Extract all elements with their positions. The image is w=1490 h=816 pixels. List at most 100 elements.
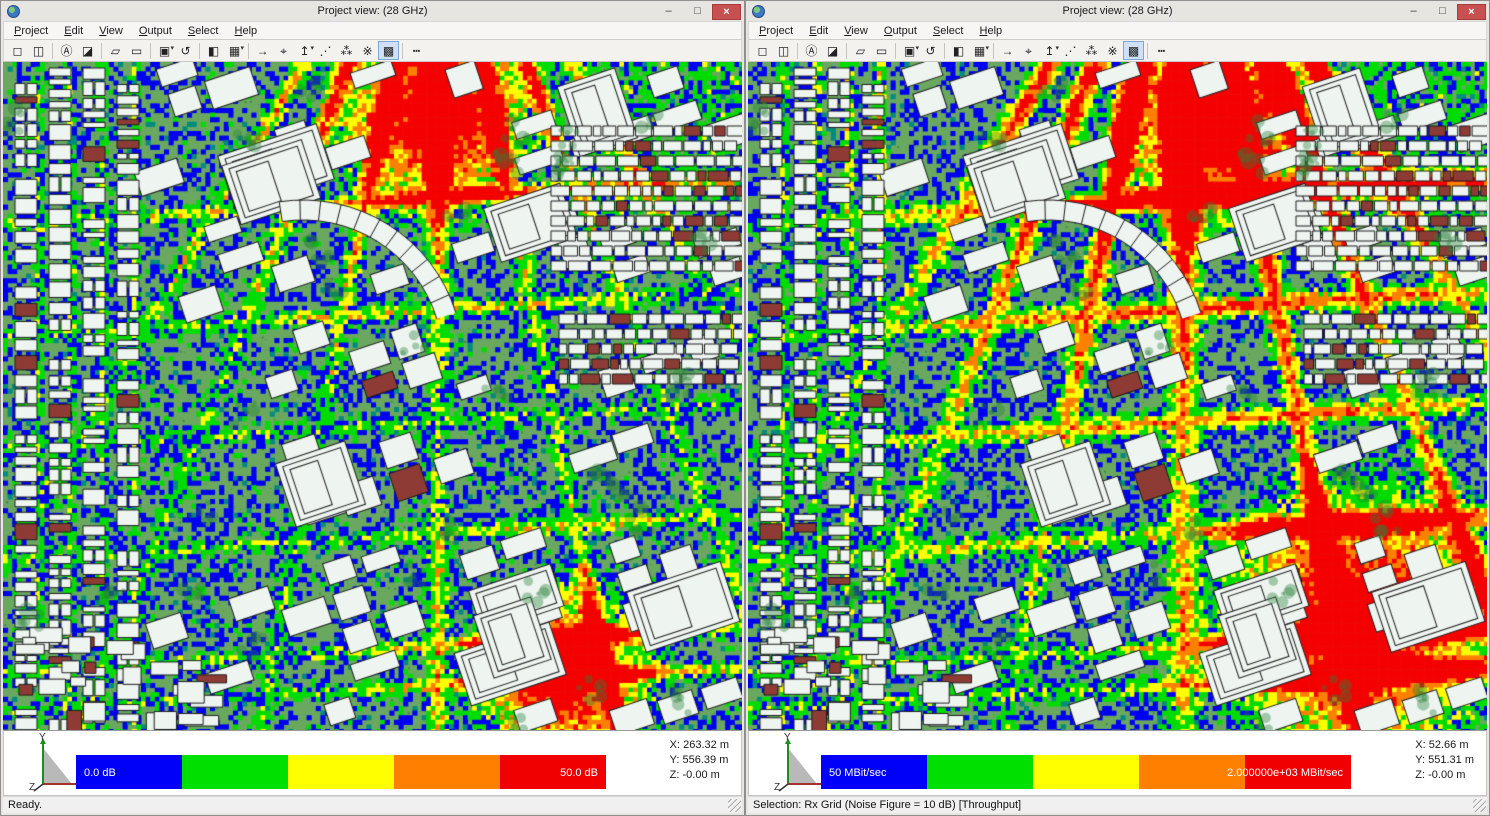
result-grid-icon[interactable]: ▩ (378, 41, 399, 60)
map-canvas[interactable] (3, 62, 742, 730)
solid-display-icon[interactable]: ◪ (826, 44, 839, 58)
transmitter-display-icon[interactable]: ※ (362, 44, 373, 58)
legend-segment: 0.0 dB (76, 755, 182, 789)
legend-colorbar: 0.0 dB 50.0 dB (76, 755, 606, 789)
menu-bar: Project Edit View Output Select Help (3, 21, 742, 40)
menu-item[interactable]: Help (979, 24, 1003, 37)
maximize-button[interactable]: □ (1439, 5, 1446, 17)
menu-item[interactable]: View (99, 24, 123, 37)
menu-item[interactable]: Output (138, 24, 172, 37)
minimize-button[interactable]: – (1410, 5, 1417, 17)
globe-icon (752, 5, 765, 18)
arrow-mode-icon[interactable]: → (1001, 44, 1014, 58)
grid-display-icon[interactable]: ▦ (224, 40, 245, 60)
hidden-line-cube-icon[interactable]: ▭ (130, 44, 143, 58)
menu-item[interactable]: Project (14, 24, 49, 37)
title-bar[interactable]: Project view: (28 GHz) – □ × (748, 3, 1487, 21)
menu-item[interactable]: Edit (809, 24, 829, 37)
globe-icon (7, 5, 20, 18)
status-bar: Ready. (3, 796, 742, 813)
toolbar: ◻ ◫ Ⓐ ◪ ▱ ▭ ▣ ↺ ◧ ▦ → ⌖ ↥ ⋰ ⁂ ※ ▩ ┅ (748, 40, 1487, 62)
close-button[interactable]: × (712, 4, 741, 20)
toolbar-separator (52, 42, 53, 59)
material-display-icon[interactable]: ◧ (952, 44, 965, 58)
coord-y: Y: 556.39 m (669, 754, 729, 766)
menu-item[interactable]: Project (759, 24, 794, 37)
menu-item[interactable]: Output (883, 24, 917, 37)
legend-segment (182, 755, 288, 789)
image-overlay-icon[interactable]: ▣ (899, 40, 920, 60)
image-overlay-icon[interactable]: ▣ (154, 40, 175, 60)
menu-item[interactable]: Select (187, 24, 219, 37)
menu-item[interactable]: Select (932, 24, 964, 37)
refresh-view-icon[interactable]: ↺ (925, 44, 936, 58)
minimize-button[interactable]: – (665, 5, 672, 17)
new-view-icon[interactable]: ◻ (12, 44, 23, 58)
menu-item[interactable]: Help (234, 24, 258, 37)
status-bar: Selection: Rx Grid (Noise Figure = 10 dB… (748, 796, 1487, 813)
legend-segment: 50 MBit/sec (821, 755, 927, 789)
cursor-coordinates: X: 52.66 m Y: 551.31 m Z: -0.00 m (1415, 738, 1474, 783)
legend-segment: 50.0 dB (500, 755, 606, 789)
maximize-button[interactable]: □ (694, 5, 701, 17)
hidden-line-cube-icon[interactable]: ▭ (875, 44, 888, 58)
arrow-mode-icon[interactable]: → (256, 44, 269, 58)
grid-display-icon[interactable]: ▦ (969, 40, 990, 60)
coord-x: X: 263.32 m (669, 739, 729, 751)
legend-segment (1033, 755, 1139, 789)
project-window-left: Project view: (28 GHz) – □ × Project Edit… (0, 0, 745, 816)
resize-grip[interactable] (1473, 799, 1486, 812)
window-title: Project view: (28 GHz) (1062, 5, 1173, 17)
duplicate-view-icon[interactable]: ◫ (777, 44, 790, 58)
svg-text:Y: Y (39, 732, 46, 743)
antenna-display-icon[interactable]: ⁂ (340, 44, 353, 58)
toolbar-separator (846, 42, 847, 59)
menu-bar: Project Edit View Output Select Help (748, 21, 1487, 40)
caption-buttons: – □ × (654, 4, 741, 20)
legend-segment: 2.000000e+03 MBit/sec (1227, 755, 1351, 789)
rays-display-icon[interactable]: ⋰ (319, 44, 332, 58)
wireframe-cube-icon[interactable]: ▱ (855, 44, 866, 58)
legend-scale-icon[interactable]: ┅ (1157, 44, 1166, 58)
toolbar-separator (101, 42, 102, 59)
antenna-display-icon[interactable]: ⁂ (1085, 44, 1098, 58)
pan-mode-icon[interactable]: ⌖ (1025, 44, 1032, 58)
status-text: Selection: Rx Grid (Noise Figure = 10 dB… (753, 799, 1022, 811)
chart-mode-icon[interactable]: ↥ (294, 40, 315, 60)
window-title: Project view: (28 GHz) (317, 5, 428, 17)
legend-colorbar: 50 MBit/sec 2.000000e+03 MBit/sec (821, 755, 1351, 789)
chart-mode-icon[interactable]: ↥ (1039, 40, 1060, 60)
map-canvas[interactable] (748, 62, 1487, 730)
pan-mode-icon[interactable]: ⌖ (280, 44, 287, 58)
close-button[interactable]: × (1457, 4, 1486, 20)
solid-display-icon[interactable]: ◪ (81, 44, 94, 58)
toolbar-separator (797, 42, 798, 59)
toolbar-separator (199, 42, 200, 59)
label-display-icon[interactable]: Ⓐ (805, 44, 818, 58)
toolbar: ◻ ◫ Ⓐ ◪ ▱ ▭ ▣ ↺ ◧ ▦ → ⌖ ↥ ⋰ ⁂ ※ ▩ ┅ (3, 40, 742, 62)
legend-scale-icon[interactable]: ┅ (412, 44, 421, 58)
refresh-view-icon[interactable]: ↺ (180, 44, 191, 58)
label-display-icon[interactable]: Ⓐ (60, 44, 73, 58)
transmitter-display-icon[interactable]: ※ (1107, 44, 1118, 58)
menu-item[interactable]: Edit (64, 24, 84, 37)
coord-x: X: 52.66 m (1415, 739, 1469, 751)
legend-segment (394, 755, 500, 789)
result-grid-icon[interactable]: ▩ (1123, 41, 1144, 60)
new-view-icon[interactable]: ◻ (757, 44, 768, 58)
svg-text:Z: Z (774, 782, 780, 793)
rays-display-icon[interactable]: ⋰ (1064, 44, 1077, 58)
material-display-icon[interactable]: ◧ (207, 44, 220, 58)
status-text: Ready. (8, 799, 43, 811)
legend-segment (927, 755, 1033, 789)
title-bar[interactable]: Project view: (28 GHz) – □ × (3, 3, 742, 21)
svg-text:Y: Y (784, 732, 791, 743)
wireframe-cube-icon[interactable]: ▱ (110, 44, 121, 58)
coord-z: Z: -0.00 m (1415, 769, 1466, 781)
resize-grip[interactable] (728, 799, 741, 812)
toolbar-separator (402, 42, 403, 59)
duplicate-view-icon[interactable]: ◫ (32, 44, 45, 58)
menu-item[interactable]: View (844, 24, 868, 37)
